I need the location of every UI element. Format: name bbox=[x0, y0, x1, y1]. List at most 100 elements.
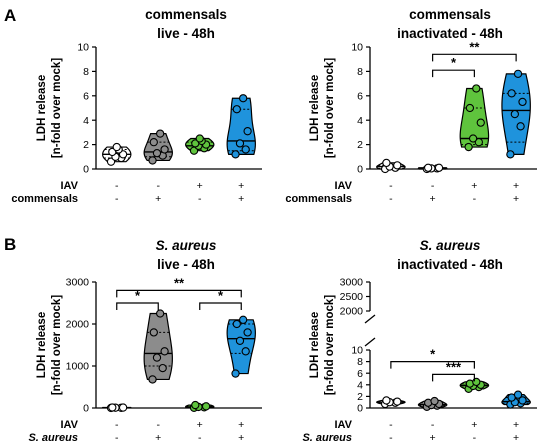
data-point bbox=[472, 377, 481, 387]
condition-iav: + bbox=[238, 419, 244, 431]
condition-iav: - bbox=[389, 419, 393, 431]
data-point bbox=[507, 89, 516, 98]
chart-title-line-2: inactivated - 48h bbox=[397, 257, 503, 272]
significance-label: * bbox=[430, 347, 436, 362]
significance-bracket bbox=[432, 69, 475, 78]
chart-title-line-2: live - 48h bbox=[157, 26, 215, 41]
data-point bbox=[191, 400, 200, 410]
data-point bbox=[201, 402, 211, 411]
data-point bbox=[118, 403, 128, 412]
significance-label: * bbox=[451, 55, 457, 70]
data-point bbox=[231, 150, 240, 159]
data-point bbox=[239, 94, 248, 103]
condition-agent: - bbox=[473, 193, 477, 205]
significance-bracket bbox=[199, 302, 242, 310]
data-point bbox=[149, 138, 158, 147]
significance-label: *** bbox=[446, 359, 462, 374]
y-axis-label-line-1: LDH release bbox=[36, 312, 48, 378]
chart-title-line-2: inactivated - 48h bbox=[397, 26, 503, 41]
condition-agent: + bbox=[155, 193, 161, 205]
row-label-iav: IAV bbox=[60, 180, 78, 192]
data-point bbox=[382, 396, 391, 405]
chart-title-line-1: S. aureus bbox=[156, 238, 217, 253]
y-tick-label: 4 bbox=[357, 115, 363, 127]
condition-agent: - bbox=[198, 193, 202, 205]
y-tick-label: 3000 bbox=[340, 277, 364, 289]
significance-label: * bbox=[135, 288, 141, 303]
condition-iav: - bbox=[389, 180, 393, 192]
condition-agent: + bbox=[238, 432, 244, 444]
data-point bbox=[195, 134, 204, 143]
data-point bbox=[382, 158, 391, 168]
data-point bbox=[232, 105, 241, 114]
significance-label: ** bbox=[174, 275, 185, 290]
data-point bbox=[518, 97, 527, 107]
condition-iav: + bbox=[513, 180, 519, 192]
condition-agent: - bbox=[389, 432, 393, 444]
condition-agent: - bbox=[473, 432, 477, 444]
y-tick-label: 8 bbox=[357, 66, 363, 78]
significance-label: * bbox=[218, 288, 224, 303]
row-label-agent: commensals bbox=[11, 193, 78, 205]
y-tick-label: 4 bbox=[83, 115, 89, 127]
y-tick-label: 3000 bbox=[66, 277, 90, 289]
y-tick-label: 10 bbox=[351, 345, 363, 357]
condition-iav: - bbox=[431, 180, 435, 192]
condition-agent: - bbox=[115, 432, 119, 444]
chart-title-line-2: live - 48h bbox=[157, 257, 215, 272]
data-point bbox=[158, 363, 167, 373]
data-point bbox=[513, 69, 523, 78]
data-point bbox=[472, 84, 481, 93]
data-point bbox=[430, 396, 439, 406]
y-axis-label-line-2: [n-fold over mock] bbox=[324, 58, 336, 158]
data-point bbox=[231, 369, 240, 378]
data-point bbox=[243, 328, 252, 337]
y-tick-label: 6 bbox=[357, 90, 363, 102]
data-point bbox=[160, 347, 169, 356]
condition-iav: - bbox=[115, 419, 119, 431]
significance-bracket bbox=[432, 373, 475, 382]
data-point bbox=[518, 396, 527, 405]
y-axis-label-line-1: LDH release bbox=[36, 75, 48, 141]
data-point bbox=[243, 127, 252, 136]
condition-iav: - bbox=[157, 419, 161, 431]
chart-title-line-1: commensals bbox=[409, 7, 491, 22]
significance-label: ** bbox=[469, 39, 480, 54]
condition-agent: + bbox=[513, 432, 519, 444]
y-tick-label: 2 bbox=[357, 139, 363, 151]
condition-iav: - bbox=[431, 419, 435, 431]
row-label-iav: IAV bbox=[60, 419, 78, 431]
significance-bracket bbox=[116, 289, 242, 298]
significance-bracket bbox=[116, 302, 159, 310]
condition-agent: + bbox=[513, 193, 519, 205]
data-point bbox=[235, 139, 245, 148]
data-point bbox=[468, 134, 478, 143]
y-tick-label: 6 bbox=[357, 368, 363, 380]
data-point bbox=[241, 145, 250, 154]
y-tick-label: 10 bbox=[351, 42, 363, 54]
chart-a-inact: commensals inactivated - 48h LDH release [n… bbox=[285, 7, 537, 205]
significance-bracket bbox=[432, 53, 517, 62]
row-label-iav: IAV bbox=[334, 419, 352, 431]
condition-agent: - bbox=[115, 193, 119, 205]
y-tick-label: 0 bbox=[357, 403, 363, 415]
violin-body bbox=[459, 87, 490, 148]
condition-iav: - bbox=[157, 180, 161, 192]
y-axis-label-line-1: LDH release bbox=[309, 312, 321, 378]
data-point bbox=[434, 163, 444, 172]
condition-agent: - bbox=[198, 432, 202, 444]
panel-label-b: B bbox=[4, 235, 16, 254]
condition-agent: + bbox=[430, 432, 436, 444]
condition-agent: + bbox=[238, 193, 244, 205]
y-tick-label: 2000 bbox=[66, 319, 90, 331]
y-tick-label: 0 bbox=[83, 164, 89, 176]
condition-iav: + bbox=[471, 419, 477, 431]
data-point bbox=[152, 353, 162, 362]
condition-agent: - bbox=[389, 193, 393, 205]
axis-break-mark bbox=[364, 337, 376, 347]
significance-bracket bbox=[390, 361, 475, 369]
data-point bbox=[506, 150, 515, 159]
y-tick-label: 0 bbox=[83, 403, 89, 415]
panel-label-a: A bbox=[4, 6, 16, 25]
